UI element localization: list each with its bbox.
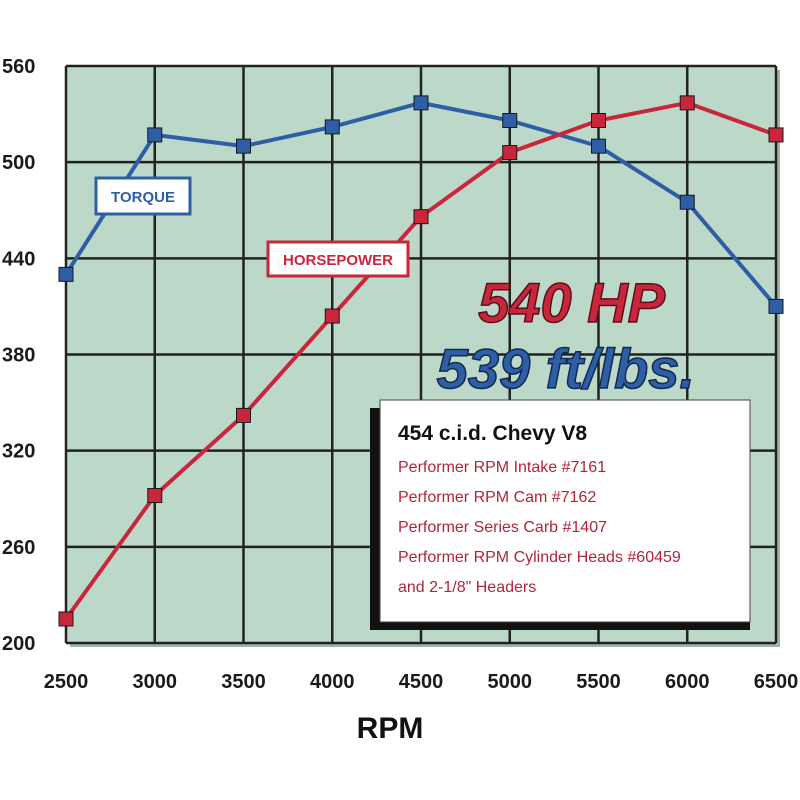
horsepower-point (679, 95, 695, 111)
engine-info-box: 454 c.i.d. Chevy V8 Performer RPM Intake… (370, 399, 751, 630)
torque-point (58, 266, 74, 282)
x-tick-label: 3500 (221, 671, 266, 693)
y-tick-label: 260 (2, 537, 35, 559)
torque-label: TORQUE (111, 189, 175, 206)
horsepower-point (502, 145, 518, 161)
horsepower-label: HORSEPOWER (283, 252, 393, 269)
horsepower-point (591, 112, 606, 128)
torque-point (768, 298, 784, 314)
torque-point (236, 138, 251, 154)
info-line: Performer RPM Cam #7162 (398, 489, 596, 506)
x-axis-ticks: 2500 3000 3500 4000 4500 5000 5500 6000 6500 (44, 671, 799, 693)
horsepower-point (413, 209, 429, 225)
info-line: and 2-1/8" Headers (398, 579, 536, 596)
y-tick-label: 440 (2, 248, 35, 270)
info-line: Performer Series Carb #1407 (398, 519, 607, 536)
y-axis-ticks: 200 260 320 380 440 500 560 (2, 56, 35, 655)
horsepower-point (768, 127, 784, 143)
x-tick-label: 5500 (576, 671, 621, 693)
horsepower-point (58, 611, 74, 627)
y-tick-label: 500 (2, 152, 35, 174)
horsepower-legend-tag: HORSEPOWER (266, 240, 410, 278)
x-tick-label: 2500 (44, 671, 89, 693)
horsepower-point (236, 407, 251, 423)
torque-legend-tag: TORQUE (94, 176, 192, 216)
y-tick-label: 380 (2, 345, 35, 367)
info-title: 454 c.i.d. Chevy V8 (398, 422, 587, 445)
y-tick-label: 200 (2, 633, 35, 655)
x-tick-label: 4000 (310, 671, 355, 693)
x-tick-label: 6000 (665, 671, 710, 693)
torque-point (324, 119, 340, 135)
y-tick-label: 560 (2, 56, 35, 78)
torque-point (502, 112, 518, 128)
x-tick-label: 6500 (754, 671, 799, 693)
torque-point (679, 194, 695, 210)
x-tick-label: 5000 (488, 671, 533, 693)
hp-headline: 540 HP (478, 271, 665, 334)
torque-point (591, 138, 606, 154)
torque-point (147, 127, 163, 143)
x-tick-label: 4500 (399, 671, 444, 693)
horsepower-point (147, 488, 163, 504)
torque-point (413, 95, 429, 111)
grid-lines (64, 64, 778, 645)
series-group (58, 95, 784, 627)
y-tick-label: 320 (2, 441, 35, 463)
x-tick-label: 3000 (133, 671, 178, 693)
info-line: Performer RPM Intake #7161 (398, 459, 606, 476)
info-line: Performer RPM Cylinder Heads #60459 (398, 549, 681, 566)
x-axis-label: RPM (357, 712, 424, 745)
horsepower-point (324, 308, 340, 324)
torque-headline: 539 ft/lbs. (437, 337, 695, 400)
